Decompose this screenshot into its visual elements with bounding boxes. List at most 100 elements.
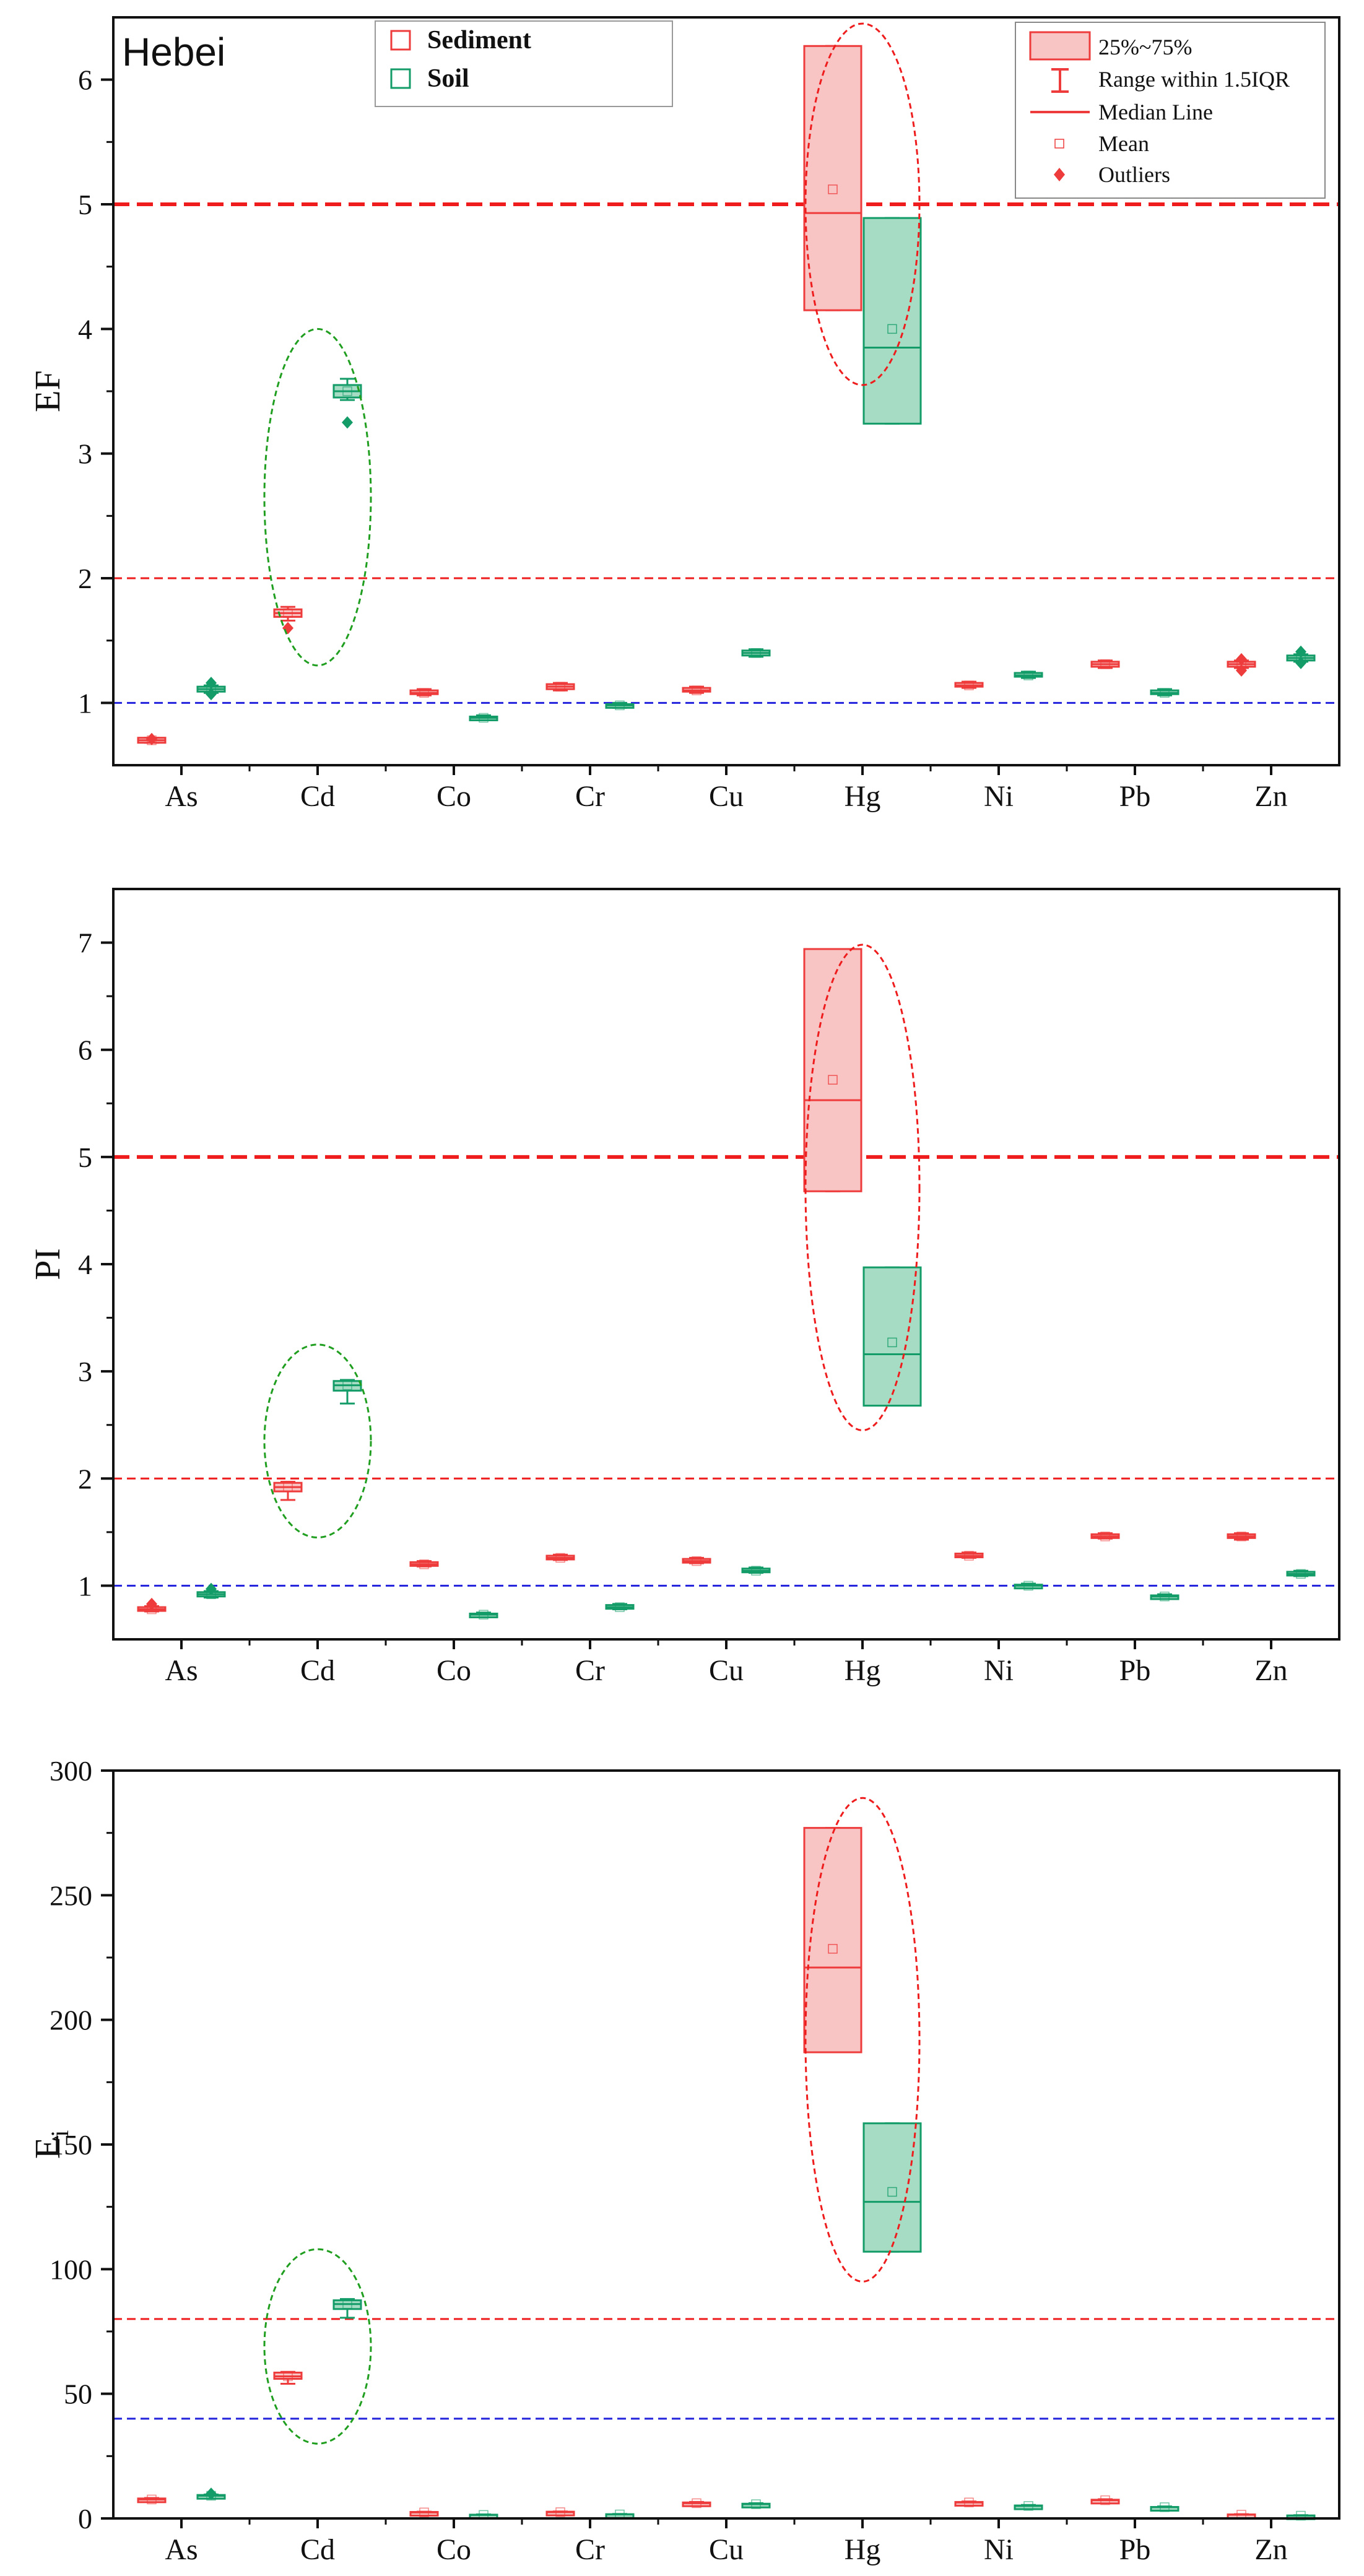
mean-marker: [1160, 2502, 1170, 2512]
y-axis-label-main: E: [27, 2137, 67, 2159]
box-soil-Pb: [1150, 1591, 1179, 1602]
y-tick-label: 5: [78, 1142, 92, 1173]
box-soil-Co: [469, 1610, 498, 1620]
legend-label-sediment: Sediment: [427, 26, 531, 54]
x-tick-label-Cu: Cu: [709, 2533, 744, 2566]
y-tick-label: 6: [78, 64, 92, 96]
y-axis-label: EF: [27, 370, 67, 412]
box-sediment-Cr: [545, 1553, 575, 1563]
mean-marker: [1023, 2501, 1033, 2511]
mean-marker: [828, 184, 838, 194]
x-tick-label-Hg: Hg: [845, 2533, 881, 2566]
box-soil-Ni: [1014, 1581, 1043, 1591]
box-sediment-Hg: [803, 948, 862, 1192]
mean-marker: [419, 2507, 429, 2518]
y-tick-label: 300: [50, 1755, 92, 1787]
box-soil-Cr: [605, 1602, 635, 1612]
box-soil-Cd: [332, 1379, 362, 1405]
mean-marker: [283, 2371, 293, 2382]
iqr-box: [862, 2122, 922, 2253]
legend-outlier-label: Outliers: [1098, 162, 1170, 187]
outlier-2: [206, 688, 217, 701]
mean-marker: [1296, 2510, 1306, 2521]
mean-marker: [555, 1553, 565, 1563]
box-soil-Cr: [605, 2509, 635, 2520]
x-tick-label-Pb: Pb: [1119, 780, 1151, 813]
outlier-1: [206, 2487, 217, 2500]
mean-marker: [692, 685, 702, 695]
box-sediment-Co: [409, 1559, 439, 1569]
mean-marker: [615, 1602, 625, 1612]
box-soil-Ni: [1014, 2501, 1043, 2511]
x-tick-label-Pb: Pb: [1119, 2533, 1151, 2566]
y-tick-label: 1: [78, 687, 92, 719]
outlier-1: [1236, 653, 1247, 666]
highlight-ellipse-Hg: [804, 1797, 921, 2283]
mean-marker: [419, 688, 429, 698]
y-axis-label-main: EF: [27, 370, 67, 412]
legend-mean-label: Mean: [1098, 131, 1149, 156]
x-tick-label-Co: Co: [437, 780, 471, 813]
box-sediment-Ni: [954, 680, 984, 690]
mean-marker: [1100, 2495, 1110, 2505]
box-soil-Co: [469, 2510, 498, 2520]
highlight-ellipse-Hg: [804, 943, 921, 1431]
panel-label: Hebei: [122, 30, 225, 74]
mean-marker: [751, 1566, 761, 1576]
y-axis-label: PI: [27, 1248, 67, 1280]
mean-marker: [1236, 1532, 1246, 1542]
box-soil-Pb: [1150, 688, 1179, 698]
legend-iqr-swatch: [1029, 31, 1091, 61]
mean-marker: [828, 1075, 838, 1085]
mean-marker: [479, 1610, 489, 1620]
x-tick-label-Ni: Ni: [984, 1654, 1014, 1687]
y-tick-label: 200: [50, 2005, 92, 2036]
x-tick-label-Ni: Ni: [984, 2533, 1014, 2566]
outlier-1: [282, 622, 293, 635]
box-soil-As: [196, 677, 226, 701]
x-tick-label-Hg: Hg: [845, 1654, 881, 1687]
mean-marker: [1160, 1591, 1170, 1602]
x-tick-label-Ni: Ni: [984, 780, 1014, 813]
outlier-1: [342, 416, 353, 429]
box-soil-Cu: [741, 648, 771, 658]
box-soil-Ni: [1014, 670, 1043, 680]
box-sediment-Cd: [273, 605, 303, 635]
mean-marker: [419, 1559, 429, 1569]
iqr-box: [862, 1266, 922, 1407]
box-legend: 25%~75% Range within 1.5IQR Median Line Mea…: [1015, 22, 1326, 199]
box-sediment-Co: [409, 2507, 439, 2518]
box-soil-Cd: [332, 378, 362, 429]
x-tick-label-Co: Co: [437, 1654, 471, 1687]
box-sediment-As: [137, 2494, 167, 2505]
mean-marker: [828, 1944, 838, 1954]
legend-median-label: Median Line: [1098, 100, 1213, 124]
box-sediment-Hg: [803, 45, 862, 311]
box-sediment-Cd: [273, 2370, 303, 2385]
x-tick-label-Cd: Cd: [300, 2533, 335, 2566]
mean-marker: [964, 680, 974, 690]
mean-marker: [887, 324, 897, 334]
box-sediment-As: [137, 1597, 167, 1615]
series-legend: Sediment Soil: [375, 20, 673, 107]
x-tick-label-Zn: Zn: [1254, 1654, 1287, 1687]
y-axis-label: Ei: [27, 2130, 74, 2159]
y-tick-label: 150: [50, 2129, 92, 2161]
outlier-2: [1236, 664, 1247, 677]
y-tick-label: 0: [78, 2503, 92, 2535]
y-tick-label: 3: [78, 1356, 92, 1387]
outlier-1: [146, 1597, 157, 1610]
mean-marker: [1160, 688, 1170, 698]
highlight-ellipse-Cd: [263, 1343, 372, 1539]
y-tick-label: 3: [78, 438, 92, 470]
box-sediment-Cu: [682, 2498, 711, 2509]
mean-marker: [1296, 1569, 1306, 1579]
box-sediment-Zn: [1227, 1532, 1256, 1542]
y-tick-label: 250: [50, 1880, 92, 1911]
mean-marker: [342, 2299, 352, 2309]
mean-marker: [887, 1337, 897, 1348]
legend-swatch-sediment: [390, 30, 411, 51]
x-tick-label-As: As: [165, 780, 198, 813]
mean-marker: [692, 2498, 702, 2509]
